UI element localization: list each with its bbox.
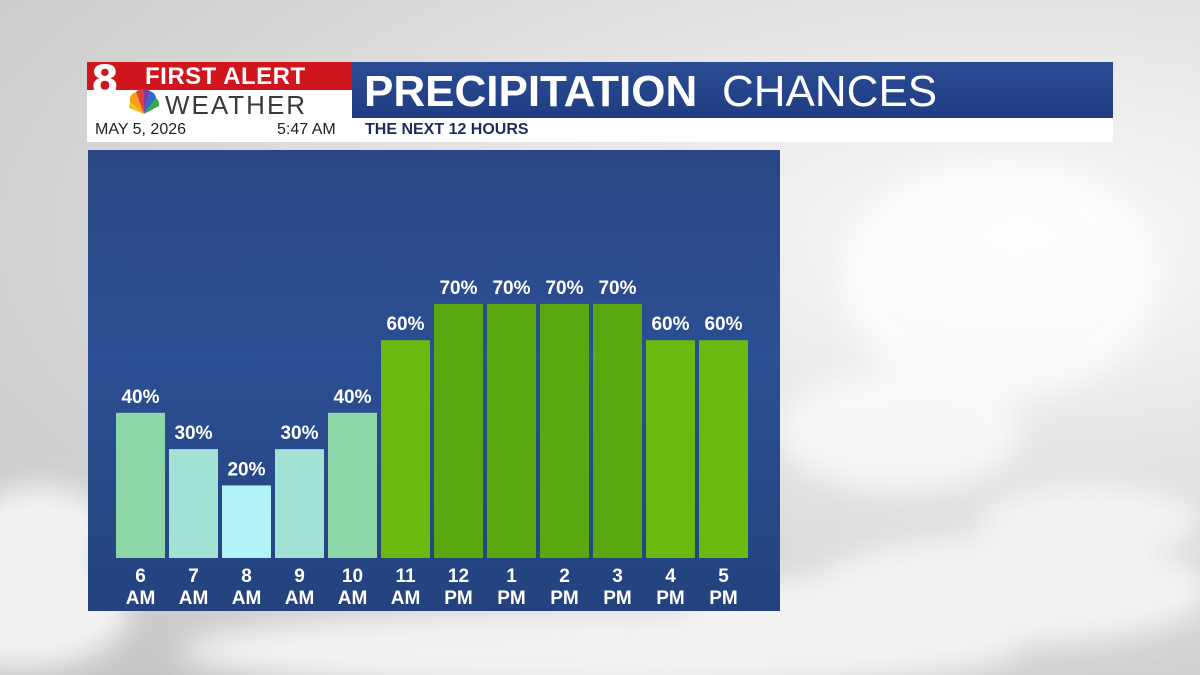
- x-tick-label-1-0: 7: [188, 566, 199, 587]
- x-tick-label-8-1: PM: [550, 588, 579, 609]
- time-label: 5:47 AM: [277, 121, 336, 138]
- x-tick-label-9-0: 3: [612, 566, 623, 587]
- logo-number: 8: [91, 58, 119, 104]
- logo-first-alert: FIRST ALERT: [145, 63, 306, 90]
- x-tick-label-4-0: 10: [342, 566, 363, 587]
- bar-5: [381, 340, 430, 558]
- bar-value-label-11: 60%: [704, 314, 742, 335]
- bar-value-label-2: 20%: [227, 459, 265, 480]
- x-tick-label-0-0: 6: [135, 566, 146, 587]
- bar-value-label-9: 70%: [598, 278, 636, 299]
- peacock-icon: [129, 88, 160, 114]
- logo-weather: WEATHER: [165, 90, 308, 120]
- page-title-secondary: CHANCES: [722, 67, 938, 116]
- precipitation-bar-chart: 40%6AM30%7AM20%8AM30%9AM40%10AM60%11AM70…: [116, 278, 748, 609]
- logo-red-band: [87, 62, 352, 90]
- x-tick-label-2-1: AM: [232, 588, 262, 609]
- subtitle-label: THE NEXT 12 HOURS: [365, 121, 529, 138]
- x-tick-label-11-1: PM: [709, 588, 738, 609]
- bar-value-label-3: 30%: [280, 423, 318, 444]
- x-tick-label-10-0: 4: [665, 566, 676, 587]
- x-tick-label-11-0: 5: [718, 566, 729, 587]
- bar-9: [593, 303, 642, 558]
- x-tick-label-7-1: PM: [497, 588, 526, 609]
- bar-4: [328, 412, 377, 558]
- x-tick-label-5-0: 11: [395, 566, 416, 587]
- x-tick-label-9-1: PM: [603, 588, 632, 609]
- x-tick-label-3-0: 9: [294, 566, 305, 587]
- x-tick-label-7-0: 1: [506, 566, 517, 587]
- station-logo: 8 FIRST ALERT WEATHER: [87, 58, 352, 120]
- bar-3: [275, 449, 324, 558]
- bar-7: [487, 303, 536, 558]
- x-tick-label-3-1: AM: [285, 588, 315, 609]
- x-tick-label-2-0: 8: [241, 566, 252, 587]
- bar-value-label-0: 40%: [121, 387, 159, 408]
- x-tick-label-8-0: 2: [559, 566, 570, 587]
- x-tick-label-1-1: AM: [179, 588, 209, 609]
- bar-6: [434, 303, 483, 558]
- bar-value-label-1: 30%: [174, 423, 212, 444]
- bar-11: [699, 340, 748, 558]
- title-bar: PRECIPITATION CHANCES: [352, 62, 1113, 118]
- bar-value-label-4: 40%: [333, 387, 371, 408]
- bar-value-label-6: 70%: [439, 278, 477, 299]
- bar-value-label-8: 70%: [545, 278, 583, 299]
- date-label: MAY 5, 2026: [95, 121, 187, 138]
- bar-10: [646, 340, 695, 558]
- bar-value-label-5: 60%: [386, 314, 424, 335]
- bar-2: [222, 485, 271, 558]
- x-tick-label-6-0: 12: [448, 566, 469, 587]
- bar-value-label-10: 60%: [651, 314, 689, 335]
- x-tick-label-6-1: PM: [444, 588, 473, 609]
- chart-panel: 40% 6 AM 30% 7 AM 20% 8 AM 30% 9 AM 40% 10 AM 60% 11 AM 70…: [88, 150, 780, 611]
- x-tick-label-10-1: PM: [656, 588, 685, 609]
- bar-0: [116, 412, 165, 558]
- bar-1: [169, 449, 218, 558]
- x-tick-label-4-1: AM: [338, 588, 368, 609]
- x-tick-label-5-1: AM: [391, 588, 421, 609]
- info-bar: MAY 5, 2026 5:47 AM THE NEXT 12 HOURS: [87, 118, 1113, 142]
- bar-value-label-7: 70%: [492, 278, 530, 299]
- page-title: PRECIPITATION: [364, 67, 698, 116]
- x-tick-label-0-1: AM: [126, 588, 156, 609]
- bar-8: [540, 303, 589, 558]
